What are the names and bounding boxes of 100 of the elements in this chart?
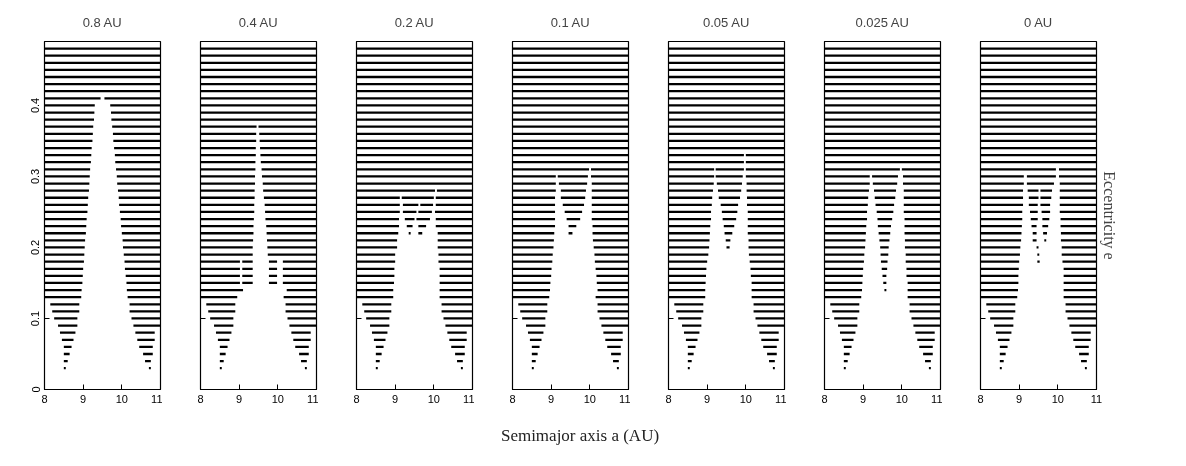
bar	[512, 111, 629, 114]
x-tick-label: 8	[197, 392, 204, 405]
bar	[520, 310, 548, 313]
bar	[443, 317, 473, 320]
bar	[63, 352, 70, 356]
chart-title: 0.1 AU	[550, 14, 590, 30]
bar	[917, 338, 935, 341]
x-tick-label: 11	[463, 392, 475, 405]
bar	[911, 317, 941, 320]
bar	[1042, 225, 1049, 228]
y-tick-label: 0.2	[29, 239, 42, 256]
bar	[111, 111, 161, 114]
bar	[111, 118, 161, 121]
bar	[832, 310, 860, 313]
bar	[877, 217, 893, 221]
bar	[438, 253, 473, 256]
bar	[988, 310, 1016, 313]
x-tick-label: 9	[860, 392, 867, 405]
bar	[1075, 345, 1089, 349]
bar	[262, 182, 317, 185]
bar	[685, 338, 698, 341]
bar	[44, 253, 85, 256]
bar	[289, 324, 317, 327]
bar	[449, 338, 467, 341]
bar	[137, 338, 155, 341]
bar	[593, 246, 629, 249]
bar	[418, 210, 432, 214]
x-tick-label: 8	[977, 392, 984, 405]
x-tick-label: 9	[548, 392, 555, 405]
bar	[755, 317, 785, 320]
bar	[902, 175, 941, 178]
chart-title: 0.4 AU	[238, 14, 278, 30]
bar	[44, 182, 90, 185]
bar	[668, 253, 709, 256]
bar	[668, 182, 714, 185]
bar	[1026, 182, 1054, 185]
bar	[880, 260, 888, 263]
bar	[980, 111, 1097, 114]
bar	[242, 267, 253, 270]
bar	[558, 182, 588, 185]
bar	[676, 310, 704, 313]
bar	[905, 253, 941, 256]
x-tick-label: 10	[1051, 392, 1064, 405]
bar	[295, 345, 309, 349]
bar	[668, 118, 785, 121]
bar	[44, 47, 161, 50]
bar	[824, 47, 941, 50]
bar	[678, 317, 702, 320]
bar	[145, 359, 151, 363]
bar	[1065, 310, 1097, 313]
x-tick-label: 10	[271, 392, 284, 405]
bar	[1081, 359, 1087, 363]
bar	[603, 331, 623, 334]
bar	[902, 182, 941, 185]
bar	[529, 338, 542, 341]
bar	[301, 359, 307, 363]
bar	[356, 47, 473, 50]
x-tick-label: 11	[931, 392, 943, 405]
x-tick-label: 8	[41, 392, 48, 405]
bar	[44, 118, 94, 121]
bar	[58, 324, 78, 327]
bar	[457, 359, 463, 363]
bar	[769, 359, 775, 363]
bar	[999, 352, 1006, 356]
bar	[1037, 260, 1040, 263]
x-tick-label: 9	[236, 392, 243, 405]
x-tick-label: 11	[307, 392, 319, 405]
bar	[1059, 182, 1097, 185]
bar	[904, 246, 941, 249]
bar	[200, 118, 317, 121]
bar	[997, 338, 1010, 341]
bar	[1079, 352, 1089, 356]
bar	[748, 253, 785, 256]
bar	[925, 359, 931, 363]
y-tick-label: 0.3	[29, 168, 42, 185]
bar	[913, 324, 941, 327]
bar	[759, 331, 779, 334]
bar	[590, 175, 629, 178]
bar	[219, 352, 226, 356]
bar	[129, 310, 161, 313]
bar	[445, 324, 473, 327]
bar	[52, 310, 80, 313]
bar	[356, 111, 473, 114]
bar	[841, 338, 854, 341]
x-axis-title: Semimajor axis a (AU)	[500, 425, 660, 447]
bar	[526, 324, 546, 327]
x-tick-label: 10	[115, 392, 128, 405]
bar	[599, 317, 629, 320]
bar	[293, 338, 311, 341]
bar	[370, 324, 390, 327]
bar	[356, 118, 473, 121]
x-tick-label: 8	[821, 392, 828, 405]
bar	[611, 352, 621, 356]
bar	[761, 338, 779, 341]
bar	[763, 345, 777, 349]
chart-title: 0.2 AU	[394, 14, 434, 30]
y-tick-label: 0.4	[29, 97, 42, 114]
bar	[522, 317, 546, 320]
bar	[880, 253, 889, 256]
bar	[291, 331, 311, 334]
